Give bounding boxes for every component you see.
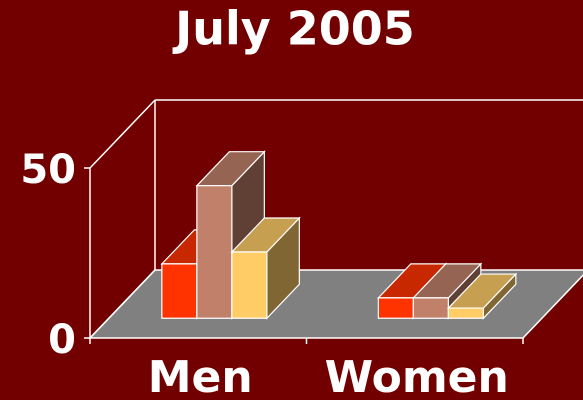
y-tick-label: 0	[48, 317, 76, 363]
bar-front	[231, 251, 268, 319]
bar-front	[377, 297, 414, 319]
grid-line	[89, 269, 156, 339]
bar-front	[447, 307, 484, 319]
bar-front	[196, 185, 233, 319]
y-tick-label: 50	[20, 147, 76, 193]
x-tick-label: Men	[148, 352, 253, 400]
grid-line	[89, 99, 156, 169]
bar-front	[412, 297, 449, 319]
bar	[446, 272, 518, 320]
chart-title: July 2005	[172, 2, 415, 56]
x-tick-label: Women	[325, 352, 509, 400]
bar-front	[161, 263, 198, 319]
bar	[230, 216, 301, 320]
